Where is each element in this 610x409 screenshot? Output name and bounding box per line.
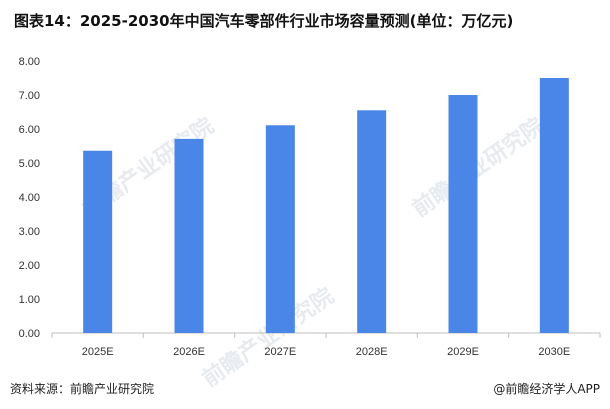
y-tick-label: 4.00	[19, 192, 40, 204]
y-tick-label: 8.00	[19, 56, 40, 68]
bar	[448, 95, 478, 333]
y-tick-label: 1.00	[19, 294, 40, 306]
y-tick-label: 5.00	[19, 158, 40, 170]
source-note: 资料来源：前瞻产业研究院	[10, 382, 155, 396]
bar-chart: 0.00 1.00 2.00 3.00 4.00 5.00 6.00 7.00 8.00 2025…	[19, 56, 601, 358]
x-tick-label: 2026E	[173, 346, 205, 358]
bar	[539, 78, 569, 333]
bar	[83, 150, 113, 333]
bar	[265, 125, 295, 333]
credit-note: @前瞻经济学人APP	[493, 382, 600, 396]
y-tick-label: 0.00	[19, 328, 40, 340]
y-tick-label: 3.00	[19, 226, 40, 238]
x-tick-label: 2027E	[264, 346, 296, 358]
bar	[174, 138, 204, 333]
x-tick-label: 2028E	[356, 346, 388, 358]
y-tick-label: 7.00	[19, 90, 40, 102]
x-tick-label: 2025E	[82, 346, 114, 358]
x-tick-label: 2030E	[538, 346, 570, 358]
chart-title: 图表14：2025-2030年中国汽车零部件行业市场容量预测(单位：万亿元)	[14, 12, 514, 30]
y-tick-label: 6.00	[19, 124, 40, 136]
bar	[357, 110, 387, 333]
x-tick-label: 2029E	[447, 346, 479, 358]
y-tick-label: 2.00	[19, 260, 40, 272]
